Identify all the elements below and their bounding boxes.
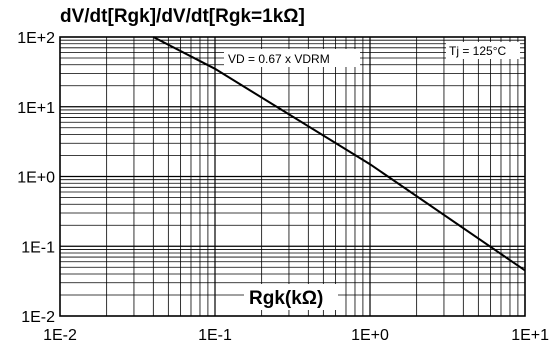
annotation-tj: Tj = 125°C bbox=[449, 44, 506, 58]
x-axis-label-bg bbox=[244, 284, 338, 310]
x-tick-label: 1E+1 bbox=[511, 327, 549, 344]
series-layer bbox=[152, 36, 526, 272]
y-tick-label: 1E+0 bbox=[17, 170, 55, 187]
x-tick-label: 1E-2 bbox=[43, 327, 77, 344]
y-tick-label: 1E+2 bbox=[17, 30, 55, 47]
series-line-0 bbox=[152, 36, 526, 272]
plot-frame bbox=[59, 36, 526, 317]
annotation-vd-bg bbox=[224, 49, 360, 67]
x-tick-labels: 1E-2 1E-1 1E+0 1E+1 bbox=[43, 327, 549, 344]
annotation-vd: VD = 0.67 x VDRM bbox=[228, 52, 330, 66]
x-tick-label: 1E-1 bbox=[198, 327, 232, 344]
y-tick-label: 1E-2 bbox=[21, 309, 55, 326]
x-tick-label: 1E+0 bbox=[351, 327, 389, 344]
y-tick-label: 1E-1 bbox=[21, 239, 55, 256]
x-axis-label: Rgk(kΩ) bbox=[249, 288, 323, 309]
chart-title: dV/dt[Rgk]/dV/dt[Rgk=1kΩ] bbox=[60, 6, 305, 27]
grid bbox=[60, 37, 525, 316]
y-tick-label: 1E+1 bbox=[17, 100, 55, 117]
annotation-tj-bg bbox=[446, 42, 520, 59]
y-tick-labels: 1E+2 1E+1 1E+0 1E-1 1E-2 bbox=[17, 30, 55, 326]
